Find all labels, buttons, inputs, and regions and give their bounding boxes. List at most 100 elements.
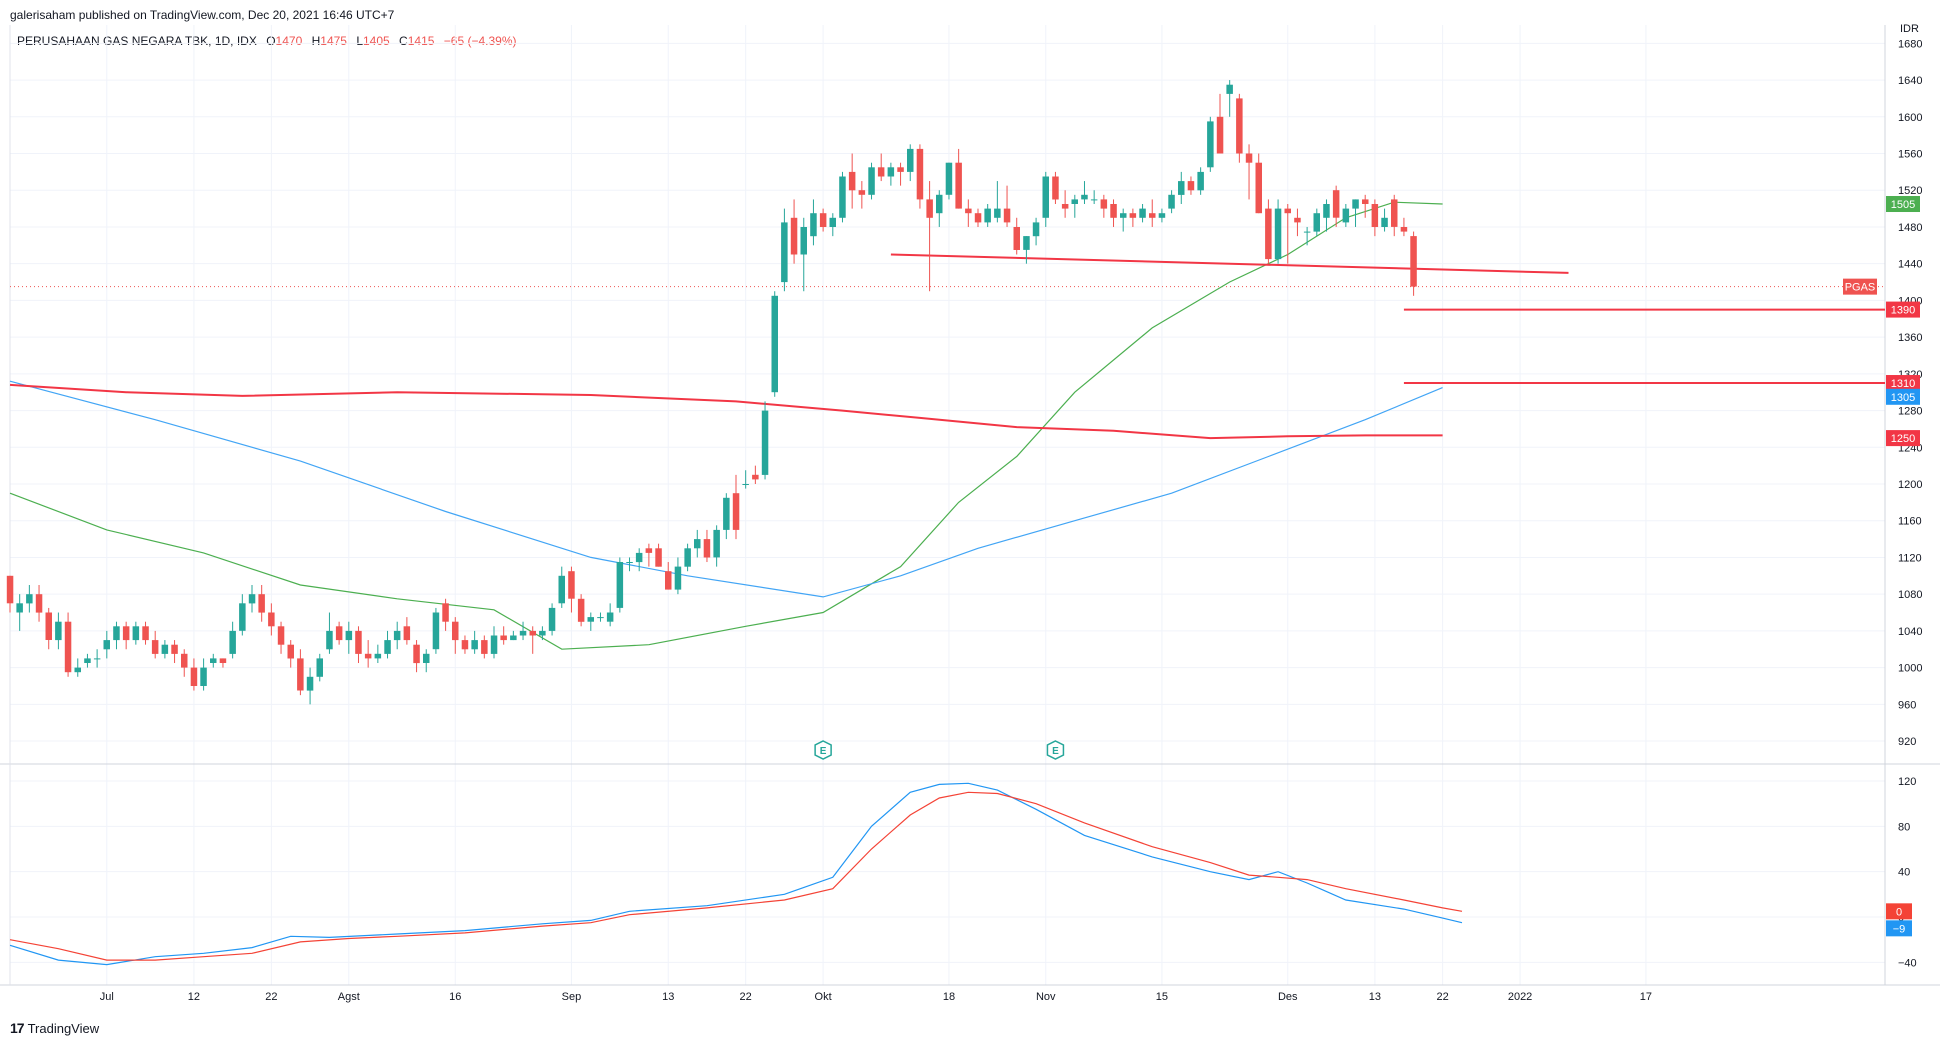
candle-body (45, 612, 52, 640)
macd-badge-label: 0 (1896, 906, 1902, 918)
candle-body (732, 493, 740, 530)
candle-body (142, 626, 149, 641)
candle-body (955, 162, 962, 209)
candle-body (239, 603, 246, 631)
candle-body (229, 630, 236, 654)
candle-body (1110, 204, 1117, 218)
candle-body (1013, 227, 1020, 250)
change-value: −65 (−4.39%) (443, 34, 517, 48)
price-tick-label: 1480 (1898, 222, 1922, 234)
price-tick-label: 1680 (1898, 38, 1922, 50)
candle-body (355, 630, 362, 654)
candle-body (103, 640, 110, 650)
candle-body (93, 658, 101, 660)
candle-body (723, 497, 730, 530)
candle-body (1100, 199, 1108, 209)
price-tick-label: 1160 (1898, 516, 1922, 528)
candle-body (1284, 208, 1291, 214)
candle-body (761, 410, 769, 475)
candle-body (510, 635, 517, 641)
candle-body (1216, 116, 1224, 154)
sma50-line (9, 380, 1443, 598)
candle-body (626, 562, 633, 563)
price-tick-label: 1360 (1898, 332, 1922, 344)
price-tick-label: 1600 (1898, 112, 1922, 124)
price-tick-label: 1040 (1898, 626, 1922, 638)
price-tick-label: 1080 (1898, 589, 1922, 601)
candle-body (219, 658, 227, 663)
candle-body (297, 658, 304, 691)
tradingview-brand[interactable]: 17 TradingView (10, 1020, 99, 1036)
candle-body (1400, 227, 1408, 232)
candle-body (674, 566, 682, 590)
time-tick-label: Des (1278, 991, 1298, 1003)
candle-body (403, 626, 411, 641)
candle-body (606, 612, 614, 622)
price-badge (1843, 278, 1877, 295)
candle-body (965, 208, 972, 214)
open-value: 1470 (275, 34, 303, 48)
time-tick-label: Jul (100, 991, 114, 1003)
high-value: 1475 (320, 34, 347, 48)
candle-body (181, 653, 188, 668)
price-tick-label: 1280 (1898, 406, 1922, 418)
close-value: 1415 (407, 34, 435, 48)
price-badge (1886, 196, 1920, 213)
time-tick-label: 15 (1156, 991, 1168, 1003)
candle-body (1226, 84, 1233, 94)
candle-body (1265, 208, 1272, 260)
candle-body (781, 222, 788, 283)
candle-body (1061, 204, 1069, 209)
time-tick-label: 13 (1369, 991, 1381, 1003)
high-label: H (311, 34, 321, 48)
candle-body (858, 190, 866, 195)
time-tick-label: 22 (265, 991, 277, 1003)
candle-body (55, 621, 62, 641)
candle-body (684, 548, 691, 567)
candle-body (1245, 153, 1253, 163)
candle-body (1323, 204, 1330, 218)
candle-body (393, 630, 401, 641)
low-label: L (356, 34, 363, 48)
time-tick-label: 12 (188, 991, 200, 1003)
price-tick-label: 920 (1898, 736, 1916, 748)
candle-body (364, 653, 372, 659)
macd-tick-label: 40 (1898, 867, 1910, 879)
time-tick-label: 22 (1437, 991, 1449, 1003)
candle-body (74, 667, 81, 673)
candle-body (907, 148, 914, 172)
candle-body (742, 484, 749, 485)
candle-body (790, 217, 798, 255)
publisher-line: galerisaham published on TradingView.com… (10, 8, 395, 22)
candle-body (587, 617, 594, 622)
symbol-name: PERUSAHAAN GAS NEGARA TBK, 1D, IDX (17, 34, 257, 48)
candle-body (132, 626, 140, 641)
candle-body (306, 676, 314, 691)
candle-body (848, 171, 856, 191)
candle-body (529, 630, 536, 636)
candle-body (481, 640, 488, 654)
price-badge-label: 1505 (1891, 199, 1915, 211)
earnings-label: E (820, 746, 827, 757)
candle-body (171, 644, 178, 654)
candle-body (432, 612, 440, 650)
candle-body (335, 626, 343, 641)
candle-body (1313, 213, 1320, 232)
price-tick-label: 960 (1898, 699, 1916, 711)
time-tick-label: 18 (943, 991, 955, 1003)
candle-body (1139, 208, 1146, 218)
candle-body (539, 630, 546, 636)
candle-body (839, 176, 846, 218)
candle-body (1149, 213, 1156, 218)
candle-body (577, 598, 585, 622)
candle-body (248, 594, 256, 604)
candle-body (1197, 171, 1204, 191)
candle-body (665, 571, 672, 590)
time-tick-label: Sep (562, 991, 582, 1003)
candle-body (819, 213, 827, 227)
candle-body (868, 167, 875, 195)
candle-body (442, 603, 449, 622)
candle-body (1332, 190, 1340, 218)
candle-body (945, 162, 953, 195)
